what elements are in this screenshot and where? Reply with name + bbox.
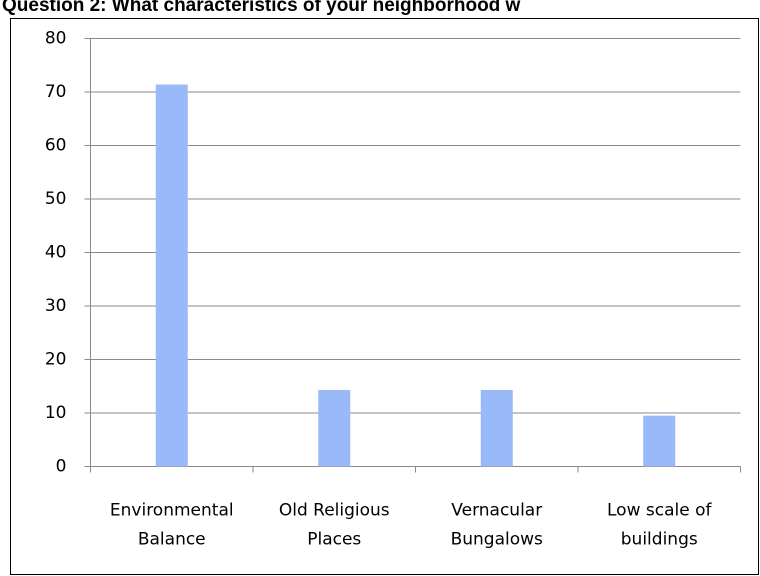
chart-border — [10, 18, 759, 575]
y-tick-label: 70 — [45, 82, 67, 102]
y-tick-label: 50 — [45, 189, 67, 209]
x-tick-label: Vernacular Bungalows — [451, 501, 543, 550]
x-tick-label-line: buildings — [621, 530, 698, 550]
y-tick-label: 80 — [45, 29, 67, 49]
y-tick-label: 30 — [45, 296, 67, 316]
x-tick-label: Low scale of buildings — [607, 501, 712, 550]
x-tick-label-line: Old Religious — [279, 501, 390, 521]
bar — [155, 84, 188, 467]
y-tick-label: 60 — [45, 136, 67, 156]
y-tick-label: 0 — [56, 457, 67, 477]
y-tick-label: 20 — [45, 350, 67, 370]
bar — [643, 415, 676, 467]
x-tick-label: Old Religious Places — [279, 501, 390, 550]
x-tick-label-line: Places — [307, 530, 361, 550]
x-tick-label-line: Environmental — [110, 501, 234, 521]
chart-title: Question 2: What characteristics of your… — [2, 0, 521, 16]
x-tick-label-line: Bungalows — [451, 530, 543, 550]
x-tick-label-line: Balance — [138, 530, 206, 550]
x-tick-label-line: Low scale of — [607, 501, 712, 521]
bar — [480, 389, 513, 467]
y-tick-label: 40 — [45, 243, 67, 263]
x-tick-label-line: Vernacular — [451, 501, 542, 521]
x-tick-label: Environmental Balance — [110, 501, 234, 550]
bar — [318, 389, 351, 467]
y-tick-label: 10 — [45, 403, 67, 423]
